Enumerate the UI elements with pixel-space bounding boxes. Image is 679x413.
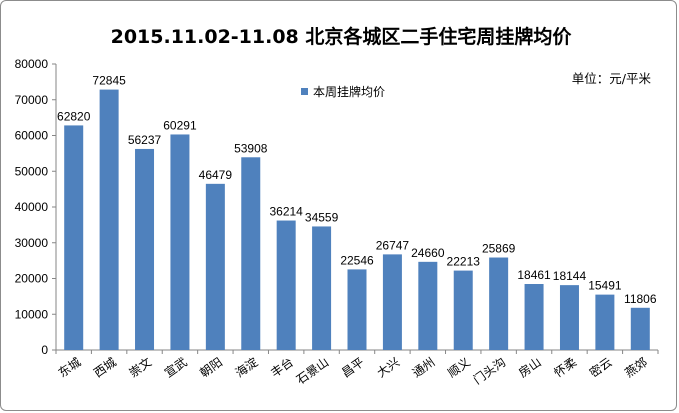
y-tick-label: 0: [41, 343, 48, 357]
x-tick-label: 西城: [91, 355, 119, 380]
y-tick-labels: 0 10000 20000 30000 40000 50000 60000 70000 8000…: [15, 57, 56, 357]
data-label: 60291: [163, 118, 197, 132]
y-tick-label: 40000: [15, 200, 49, 214]
x-tick-label: 怀柔: [551, 355, 579, 380]
bar: [347, 269, 367, 350]
bar: [205, 183, 225, 350]
bar: [276, 220, 296, 350]
data-label: 25869: [482, 242, 516, 256]
data-label: 72845: [92, 74, 126, 88]
x-tick-label: 崇文: [126, 354, 154, 380]
legend-label: 本周挂牌均价: [313, 85, 385, 99]
bars: [64, 89, 650, 350]
data-label: 46479: [199, 168, 233, 182]
unit-label: 单位：元/平米: [572, 71, 652, 86]
data-label: 18144: [553, 269, 587, 283]
data-label: 26747: [376, 238, 410, 252]
data-label: 22213: [447, 255, 481, 269]
bar: [170, 134, 190, 350]
bar: [312, 226, 332, 350]
y-tick-label: 70000: [15, 93, 49, 107]
x-tick-label: 大兴: [374, 355, 402, 380]
data-label: 56237: [128, 133, 162, 147]
data-label: 11806: [624, 292, 657, 306]
x-tick-label: 顺义: [445, 355, 473, 380]
bar: [559, 285, 579, 350]
x-tick-label: 门头沟: [470, 354, 508, 387]
x-tick-label: 朝阳: [197, 355, 225, 380]
data-label: 15491: [588, 279, 622, 293]
y-tick-label: 60000: [15, 129, 49, 143]
data-label: 34559: [305, 210, 339, 224]
x-tick-label: 海淀: [232, 354, 260, 380]
bar: [382, 254, 402, 350]
bar: [64, 125, 84, 350]
bar: [489, 257, 509, 350]
data-label: 22546: [340, 253, 374, 267]
x-tick-label: 密云: [586, 354, 614, 380]
y-tick-label: 50000: [15, 164, 49, 178]
x-tick-label: 宣武: [161, 354, 189, 380]
x-tick-label: 昌平: [339, 355, 367, 380]
data-label: 36214: [269, 205, 303, 219]
bar: [524, 284, 544, 350]
bar: [453, 270, 473, 350]
bar: [99, 89, 119, 350]
bar: [595, 294, 615, 350]
bar: [418, 261, 438, 350]
x-tick-label: 石景山: [294, 355, 332, 387]
x-tick-label: 燕郊: [622, 355, 650, 380]
legend: 本周挂牌均价: [301, 85, 385, 99]
y-tick-label: 30000: [15, 236, 49, 250]
data-label: 62820: [57, 109, 91, 123]
y-tick-label: 20000: [15, 272, 49, 286]
x-tick-label: 丰台: [268, 354, 296, 380]
x-tick-label: 通州: [410, 355, 438, 380]
bar: [630, 307, 650, 350]
y-tick-label: 80000: [15, 57, 49, 71]
data-label: 53908: [234, 141, 268, 155]
x-tick-label: 房山: [516, 354, 544, 380]
y-tick-label: 10000: [15, 307, 49, 321]
data-label: 24660: [411, 246, 445, 260]
x-tick-label: 东城: [56, 355, 84, 380]
legend-swatch: [301, 88, 308, 95]
bar: [135, 148, 155, 350]
bar: [241, 157, 261, 350]
chart-title: 2015.11.02-11.08 北京各城区二手住宅周挂牌均价: [111, 25, 573, 48]
data-label: 18461: [517, 268, 551, 282]
